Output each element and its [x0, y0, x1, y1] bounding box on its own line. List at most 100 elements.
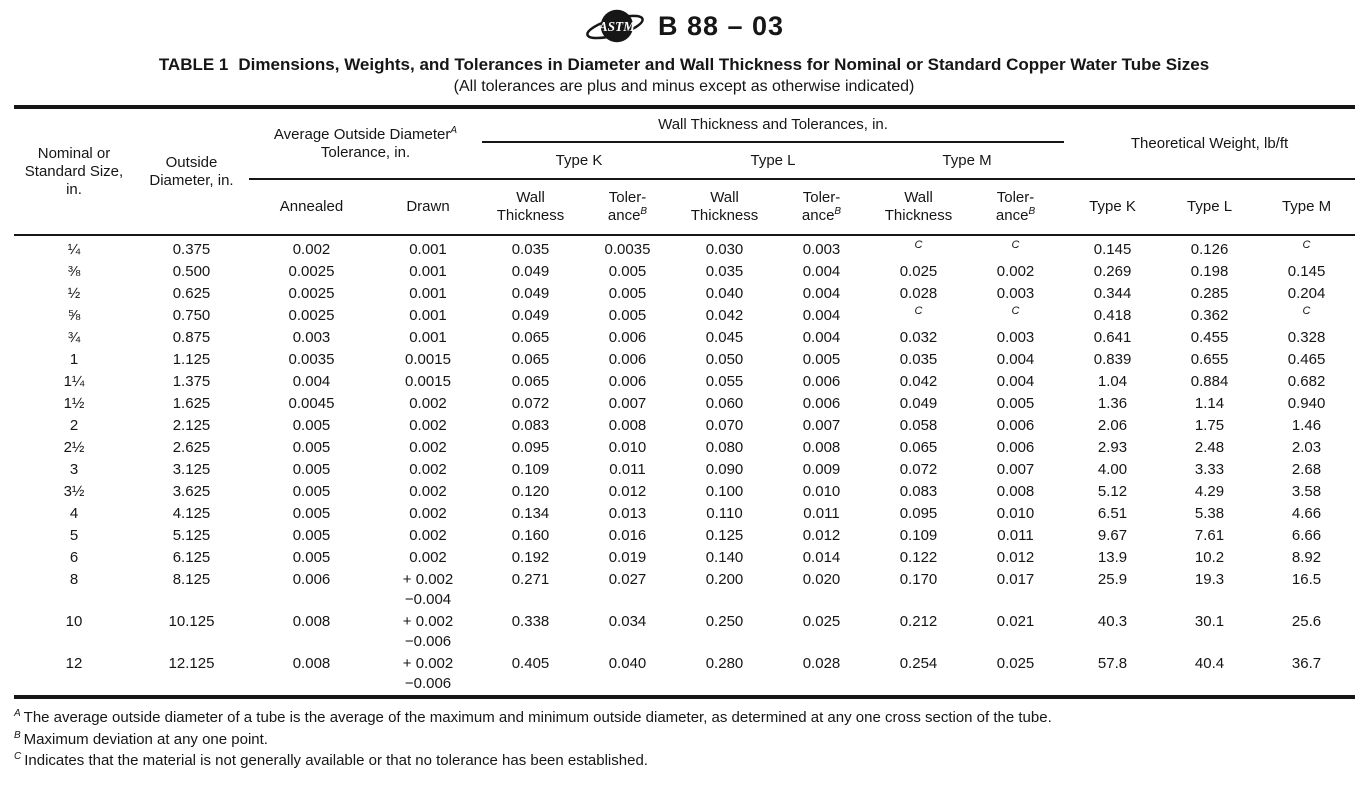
cell-od: 1.375: [172, 373, 211, 390]
cell-k_wall: 0.049: [511, 307, 550, 324]
cell-l_tol: 0.004: [802, 329, 841, 346]
cell-k_tol: 0.008: [608, 417, 647, 434]
cell-drawn: 0.002: [409, 395, 447, 412]
table-row: 1 1.125 0.0035 0.0015 0.065 0.006 0.050 0.005 0.…: [14, 349, 1355, 371]
footnote-marker: A: [14, 708, 21, 719]
cell-od: 4.125: [172, 505, 211, 522]
cell-annealed: 0.005: [292, 483, 331, 500]
cell-drawn: 0.002: [409, 549, 447, 566]
cell-m_wall: 0.072: [899, 461, 938, 478]
cell-k_wall: 0.405: [511, 655, 550, 672]
table-row: ⅝ 0.750 0.0025 0.001 0.049 0.005 0.042 0.004 C C 0…: [14, 305, 1355, 327]
cell-od: 0.500: [172, 263, 211, 280]
cell-m_wall: 0.025: [899, 263, 938, 280]
cell-l_wall: 0.040: [705, 285, 744, 302]
header-tolerance-k: Toler-anceB: [579, 179, 676, 236]
header-row-1: Nominal or Standard Size, in. Outside Di…: [14, 107, 1356, 236]
table-row: 1¼ 1.375 0.004 0.0015 0.065 0.006 0.055 0.006 0.…: [14, 371, 1355, 393]
cell-annealed: 0.0025: [288, 285, 335, 302]
cell-m_wall: 0.042: [899, 373, 938, 390]
cell-wt_m: 4.66: [1291, 505, 1322, 522]
not-available-marker: C: [1302, 239, 1311, 251]
table-row: 2 2.125 0.005 0.002 0.083 0.008 0.070 0.007 0.05…: [14, 415, 1355, 437]
cell-size: 4: [69, 505, 79, 522]
cell-annealed: 0.004: [292, 373, 331, 390]
cell-drawn: + 0.002 −0.006: [402, 613, 454, 650]
tolerance-line1: Toler-: [802, 189, 841, 206]
cell-k_tol: 0.010: [608, 439, 647, 456]
cell-size: 2: [69, 417, 79, 434]
cell-annealed: 0.0025: [288, 263, 335, 280]
cell-wt_m: C: [1258, 305, 1355, 327]
cell-drawn: + 0.002 −0.006: [402, 655, 454, 692]
cell-l_wall: 0.050: [705, 351, 744, 368]
table-row: ¾ 0.875 0.003 0.001 0.065 0.006 0.045 0.004 0.03…: [14, 327, 1355, 349]
header-row-2: Type K Type L Type M: [14, 142, 1355, 180]
cell-wt_m: 0.145: [1287, 263, 1326, 280]
cell-size: 3½: [63, 483, 85, 500]
cell-annealed: 0.005: [292, 527, 331, 544]
tolerance-line1: Toler-: [608, 189, 647, 206]
table-row: ¼ 0.375 0.002 0.001 0.035 0.0035 0.030 0.003 C C 0…: [14, 235, 1355, 261]
header-outside-diameter: Outside Diameter, in.: [134, 107, 249, 236]
table-body: ¼ 0.375 0.002 0.001 0.035 0.0035 0.030 0.003 C C 0…: [14, 235, 1355, 697]
cell-k_wall: 0.065: [511, 373, 550, 390]
table-subtitle: (All tolerances are plus and minus excep…: [453, 78, 915, 95]
cell-m_tol: 0.003: [996, 285, 1035, 302]
cell-size: 12: [65, 655, 83, 672]
cell-k_tol: 0.013: [608, 505, 647, 522]
cell-size: ⅝: [67, 307, 81, 324]
footnote-b: B Maximum deviation at any one point.: [14, 729, 1354, 751]
cell-m_tol: 0.010: [996, 505, 1035, 522]
cell-wt_l: 2.48: [1194, 439, 1225, 456]
cell-l_wall: 0.045: [705, 329, 744, 346]
footnote-ref-b: B: [640, 206, 648, 217]
cell-k_wall: 0.120: [511, 483, 550, 500]
cell-l_wall: 0.200: [705, 571, 744, 588]
cell-l_tol: 0.007: [802, 417, 841, 434]
cell-od: 1.125: [172, 351, 211, 368]
cell-wt_l: 4.29: [1194, 483, 1225, 500]
cell-wt_m: 0.328: [1287, 329, 1326, 346]
cell-od: 2.125: [172, 417, 211, 434]
cell-l_tol: 0.005: [802, 351, 841, 368]
cell-k_tol: 0.019: [608, 549, 647, 566]
cell-k_wall: 0.072: [511, 395, 550, 412]
cell-wt_k: 4.00: [1097, 461, 1128, 478]
cell-od: 2.625: [172, 439, 211, 456]
cell-l_tol: 0.004: [802, 285, 841, 302]
tolerance-line2: ance: [995, 207, 1029, 224]
cell-l_tol: 0.008: [802, 439, 841, 456]
cell-od: 0.875: [172, 329, 211, 346]
cell-wt_l: 10.2: [1194, 549, 1225, 566]
cell-annealed: 0.0045: [288, 395, 335, 412]
header-weight-group: Theoretical Weight, lb/ft: [1064, 107, 1356, 180]
cell-wt_k: 9.67: [1097, 527, 1128, 544]
cell-size: 5: [69, 527, 79, 544]
table-title: TABLE 1 Dimensions, Weights, and Toleranc…: [0, 55, 1368, 75]
astm-logo-icon: ASTM: [586, 9, 644, 43]
cell-wt_l: 0.655: [1190, 351, 1229, 368]
tolerance-line2: ance: [801, 207, 835, 224]
cell-od: 0.750: [172, 307, 211, 324]
tolerance-line1: Toler-: [996, 189, 1035, 206]
cell-m_tol: 0.012: [996, 549, 1035, 566]
cell-m_wall: 0.058: [899, 417, 938, 434]
cell-od: 0.625: [172, 285, 211, 302]
cell-wt_m: 1.46: [1291, 417, 1322, 434]
cell-drawn: 0.002: [409, 461, 447, 478]
cell-wt_l: 40.4: [1194, 655, 1225, 672]
cell-m_wall: 0.035: [899, 351, 938, 368]
cell-annealed: 0.005: [292, 439, 331, 456]
cell-drawn: 0.002: [409, 417, 447, 434]
footnote-marker: B: [14, 729, 21, 741]
cell-annealed: 0.0025: [288, 307, 335, 324]
header-wall-group: Wall Thickness and Tolerances, in.: [482, 107, 1065, 143]
cell-l_wall: 0.090: [705, 461, 744, 478]
table-row: 4 4.125 0.005 0.002 0.134 0.013 0.110 0.011 0.09…: [14, 503, 1355, 525]
cell-wt_k: 13.9: [1097, 549, 1128, 566]
cell-k_tol: 0.005: [608, 263, 647, 280]
table-row: 3½ 3.625 0.005 0.002 0.120 0.012 0.100 0.010 0.0…: [14, 481, 1355, 503]
cell-wt_l: 0.198: [1190, 263, 1229, 280]
